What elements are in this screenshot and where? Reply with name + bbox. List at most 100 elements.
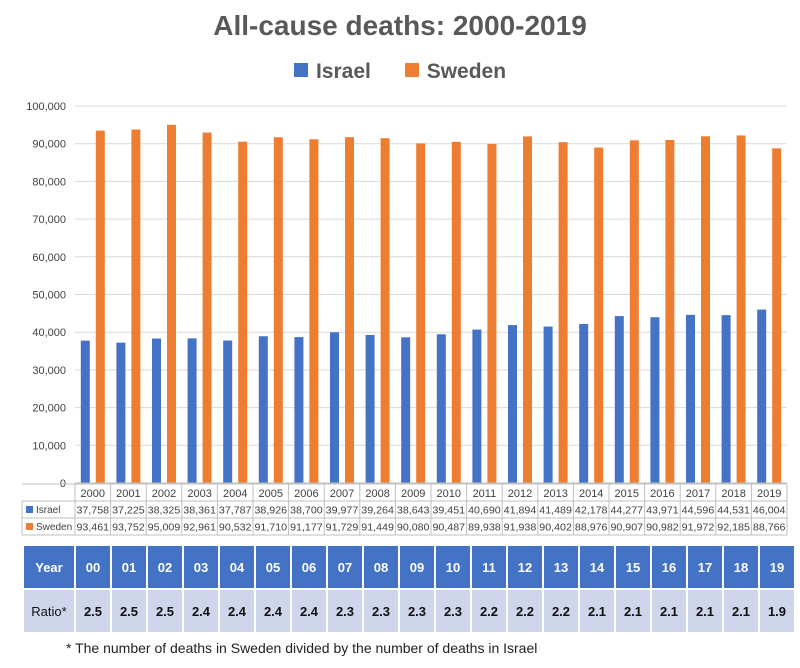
- data-label: 44,277: [611, 505, 644, 517]
- year-cell: 07: [327, 546, 364, 590]
- year-cell: 05: [255, 546, 292, 590]
- bar-sweden: [416, 143, 426, 483]
- data-label: 88,976: [575, 522, 608, 534]
- bar-israel: [543, 326, 553, 483]
- year-cell: 02: [147, 546, 184, 590]
- year-cell: 14: [579, 546, 616, 590]
- bar-sweden: [380, 138, 390, 483]
- data-label: 39,451: [433, 505, 466, 517]
- bar-sweden: [238, 141, 248, 483]
- bar-israel: [508, 325, 517, 483]
- data-label: 90,402: [539, 522, 572, 534]
- ratio-cell: 2.3: [327, 589, 364, 632]
- bar-sweden: [736, 135, 746, 483]
- data-label: 38,325: [148, 505, 181, 517]
- data-label: 41,894: [504, 505, 537, 517]
- ratio-table-year-row: Year 00 01 02 03 04 05 06 07 08 09 10 11 12 13 14 15 16 1…: [24, 546, 796, 590]
- x-tick-label: 2011: [473, 488, 497, 500]
- data-label: 90,487: [433, 522, 466, 534]
- x-tick-label: 2018: [721, 488, 745, 500]
- data-table-series-name: Israel: [36, 505, 60, 516]
- ratio-cell: 2.1: [687, 589, 724, 632]
- x-tick-label: 2006: [294, 488, 318, 500]
- legend-swatch-sweden: [404, 63, 419, 77]
- year-cell: 08: [363, 546, 400, 590]
- legend-item-israel: Israel: [293, 60, 371, 84]
- bar-israel: [223, 340, 233, 483]
- x-tick-label: 2007: [330, 488, 354, 500]
- bar-israel: [686, 314, 695, 483]
- data-label: 38,643: [397, 505, 430, 517]
- y-tick-label: 50,000: [32, 290, 66, 302]
- bar-sweden: [665, 139, 675, 483]
- year-cell: 19: [759, 546, 796, 590]
- x-tick-label: 2008: [365, 488, 389, 500]
- ratio-cell: 2.1: [615, 589, 652, 632]
- data-label: 38,361: [183, 505, 216, 517]
- x-tick-label: 2015: [615, 488, 639, 500]
- data-label: 90,907: [611, 522, 644, 534]
- ratio-cell: 2.4: [255, 589, 292, 632]
- data-label: 44,596: [682, 505, 715, 517]
- bar-sweden: [451, 141, 461, 483]
- legend-item-sweden: Sweden: [404, 60, 506, 84]
- ratio-cell: 2.5: [75, 589, 112, 632]
- bar-sweden: [202, 132, 212, 483]
- data-label: 39,264: [361, 505, 394, 517]
- ratio-cell: 2.1: [723, 589, 760, 632]
- bar-israel: [80, 340, 90, 483]
- year-cell: 01: [111, 546, 148, 590]
- y-tick-label: 60,000: [32, 252, 66, 264]
- x-tick-label: 2000: [81, 488, 105, 500]
- data-label: 90,982: [646, 522, 679, 534]
- bar-sweden: [594, 147, 604, 483]
- x-tick-label: 2017: [686, 488, 710, 500]
- year-cell: 17: [687, 546, 724, 590]
- data-label: 88,766: [753, 522, 786, 534]
- data-label: 46,004: [753, 505, 786, 517]
- ratio-cell: 2.5: [111, 589, 148, 632]
- year-cell: 10: [435, 546, 472, 590]
- data-label: 91,729: [326, 522, 359, 534]
- x-tick-label: 2010: [437, 488, 461, 500]
- y-tick-label: 10,000: [32, 440, 66, 452]
- year-cell: 03: [183, 546, 220, 590]
- x-tick-label: 2003: [187, 488, 211, 500]
- data-label: 40,690: [468, 505, 501, 517]
- ratio-cell: 2.3: [363, 589, 400, 632]
- x-tick-label: 2005: [259, 488, 283, 500]
- bar-sweden: [487, 143, 497, 483]
- bar-israel: [330, 332, 339, 483]
- y-tick-label: 100,000: [26, 101, 66, 113]
- legend: Israel Sweden: [0, 60, 800, 84]
- bar-sweden: [701, 136, 710, 483]
- bar-israel: [258, 336, 268, 483]
- data-label: 37,787: [219, 505, 252, 517]
- bar-israel: [294, 337, 304, 483]
- year-cell: 15: [615, 546, 652, 590]
- year-cell: 04: [219, 546, 256, 590]
- x-tick-label: 2009: [401, 488, 425, 500]
- x-tick-label: 2013: [543, 488, 567, 500]
- year-cell: 09: [399, 546, 436, 590]
- data-label: 38,926: [255, 505, 288, 517]
- bar-israel: [757, 309, 767, 483]
- bar-sweden: [345, 137, 354, 483]
- y-tick-label: 80,000: [32, 176, 66, 188]
- ratio-cell: 2.3: [435, 589, 472, 632]
- data-label: 91,938: [504, 522, 537, 534]
- data-label: 41,489: [539, 505, 572, 517]
- bar-chart: 010,00020,00030,00040,00050,00060,00070,…: [21, 101, 788, 536]
- bar-israel: [614, 316, 624, 483]
- ratio-cell: 2.4: [183, 589, 220, 632]
- data-label: 38,700: [290, 505, 323, 517]
- year-cell: 00: [75, 546, 112, 590]
- bar-israel: [436, 334, 446, 483]
- bar-israel: [650, 317, 660, 483]
- chart-title: All-cause deaths: 2000-2019: [213, 10, 587, 41]
- data-label: 91,177: [290, 522, 323, 534]
- ratio-cell: 2.1: [579, 589, 616, 632]
- x-tick-label: 2002: [152, 488, 176, 500]
- bar-israel: [152, 338, 161, 483]
- ratio-header-cell: Ratio*: [24, 589, 76, 632]
